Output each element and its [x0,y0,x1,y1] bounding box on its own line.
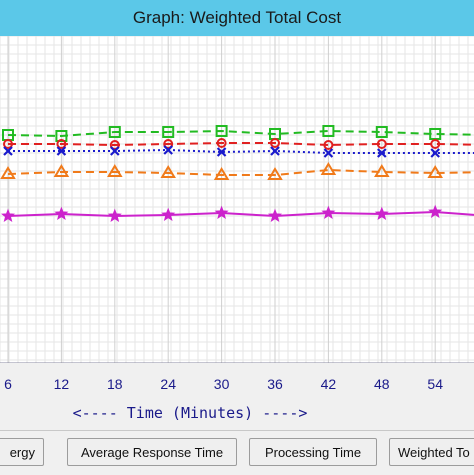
x-axis-label: <---- Time (Minutes) ----> [72,404,308,422]
series-point-square [108,126,121,138]
series-point-star [428,204,443,218]
series-point-triangle [160,165,176,178]
grid-major [7,36,436,363]
graph-button-bar: ergy Average Response Time Processing Ti… [0,430,474,475]
chart-plot-area: 6 12 18 24 30 36 42 48 54 [0,36,474,430]
series-point-star [54,206,69,220]
series-line [7,129,474,138]
series-point-circle [270,138,280,148]
series-point-x [163,145,173,155]
series-line [8,148,474,154]
series-point-triangle [427,165,443,178]
series-point-star [214,205,229,219]
series-point-square [322,125,335,137]
series-point-square [215,125,228,137]
series-point-triangle [107,164,123,177]
grid-minor [0,36,474,363]
series-point-x [216,147,227,157]
series-point-circle [216,138,227,148]
x-tick-label: 12 [54,376,70,392]
series-point-x [430,148,440,158]
series-point-square [375,126,388,138]
graph-title: Graph: Weighted Total Cost [132,8,342,27]
x-tick-label: 24 [160,376,176,392]
series-point-triangle [267,167,283,180]
series-point-circle [376,139,387,149]
series-point-x [110,146,120,156]
x-tick-label: 36 [267,376,283,392]
series-point-x [270,146,280,156]
processing-time-button[interactable]: Processing Time [249,438,377,466]
series-point-circle [3,139,13,149]
x-tick-label: 30 [214,376,230,392]
energy-button[interactable]: ergy [0,438,44,466]
series-point-triangle [320,162,337,175]
weighted-total-cost-button[interactable]: Weighted To [389,438,474,466]
series-point-triangle [213,167,230,180]
series-line [8,142,474,147]
series-point-star [321,205,336,219]
series-point-star [374,206,389,220]
series-point-circle [56,139,67,149]
series-point-circle [163,139,174,149]
series-point-triangle [53,164,70,177]
x-tick-labels: 6 12 18 24 30 36 42 48 54 [4,376,443,392]
x-tick-label: 48 [374,376,390,392]
series-point-circle [109,140,120,150]
series-point-triangle [0,166,16,179]
x-axis-band [0,363,474,430]
series-point-x [323,148,334,158]
series-point-x [377,148,387,158]
graph-title-bar: Graph: Weighted Total Cost [0,0,474,37]
x-tick-label: 42 [321,376,337,392]
series-point-x [56,146,67,156]
series-line [7,210,474,218]
series-point-triangle [374,164,390,177]
series-point-square [162,126,175,138]
series-point-star [107,208,122,222]
series-point-star [161,207,176,221]
series-point-star [267,208,283,222]
series-line [7,168,474,176]
series-point-x [3,146,13,156]
x-tick-label: 6 [4,376,12,392]
x-tick-label: 18 [107,376,123,392]
series-point-circle [430,139,441,149]
x-tick-label: 54 [427,376,443,392]
series-layer [0,125,474,222]
average-response-time-button[interactable]: Average Response Time [67,438,237,466]
series-point-star [0,208,16,222]
series-point-circle [323,140,334,150]
